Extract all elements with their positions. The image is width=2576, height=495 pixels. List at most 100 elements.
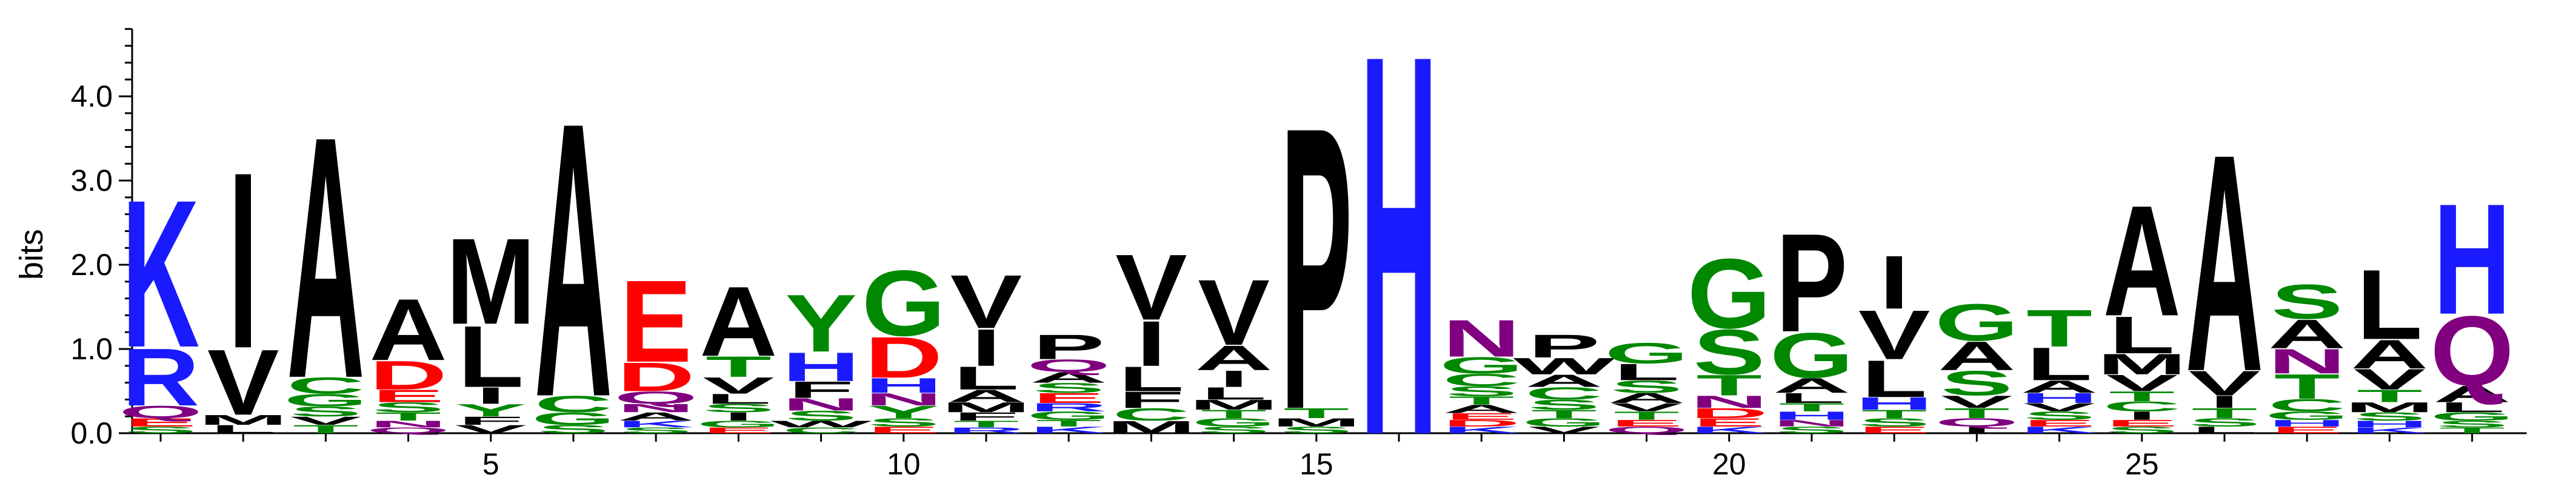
residue-T-pos-17: T xyxy=(1449,394,1515,407)
residue-F-pos-9: F xyxy=(788,377,854,403)
residue-G-pos-3: G xyxy=(284,390,367,410)
residue-S-pos-29: S xyxy=(2436,419,2508,429)
residue-D-pos-4: D xyxy=(369,353,447,398)
residue-N-pos-7: N xyxy=(617,402,695,415)
residue-M-pos-2: M xyxy=(198,412,288,428)
residue-T-pos-15: T xyxy=(1284,405,1350,421)
residue-S-pos-17: S xyxy=(1446,384,1518,399)
residue-V-pos-26: V xyxy=(2189,364,2261,403)
residue-G-pos-10: G xyxy=(862,251,946,356)
residue-G-pos-18: G xyxy=(1522,416,1606,429)
x-tick-label: 25 xyxy=(2125,447,2159,481)
residue-E-pos-4: E xyxy=(372,386,444,405)
residue-G-pos-6: G xyxy=(532,409,615,428)
residue-I-pos-8: I xyxy=(724,410,753,424)
residue-M-pos-25: M xyxy=(2097,348,2187,380)
residue-T-pos-8: T xyxy=(706,350,772,383)
residue-K-pos-20: K xyxy=(1690,425,1768,435)
residue-D-pos-7: D xyxy=(617,354,695,400)
residue-I-pos-26: I xyxy=(2209,392,2239,411)
residue-D-pos-10: D xyxy=(865,325,943,390)
residue-H-pos-21: H xyxy=(1773,409,1850,422)
residue-A-pos-26: A xyxy=(2186,90,2263,437)
residue-N-pos-17: N xyxy=(1443,309,1520,368)
residue-G-pos-21: G xyxy=(1770,320,1854,392)
y-tick-label: 2.0 xyxy=(70,248,113,282)
residue-L-pos-28: L xyxy=(2357,250,2423,360)
residue-A-pos-24: A xyxy=(2020,377,2098,396)
residue-L-pos-25: L xyxy=(2109,305,2175,364)
residue-N-pos-4: N xyxy=(369,419,447,429)
residue-S-pos-7: S xyxy=(620,426,692,435)
residue-C-pos-9: C xyxy=(782,426,859,435)
residue-K-pos-7: K xyxy=(617,419,695,429)
residue-T-pos-22: T xyxy=(1861,408,1927,421)
residue-S-pos-25: S xyxy=(2106,425,2178,435)
residue-D-pos-20: D xyxy=(1690,405,1768,421)
residue-H-pos-28: H xyxy=(2351,419,2428,429)
residue-N-pos-21: N xyxy=(1773,418,1850,428)
residue-C-pos-13: C xyxy=(1112,405,1190,424)
residue-Q-pos-19: Q xyxy=(1604,425,1688,435)
residue-F-pos-13: F xyxy=(1118,387,1184,413)
x-tick-label: 20 xyxy=(1712,447,1746,481)
residue-V-pos-11: V xyxy=(950,259,1023,344)
residue-S-pos-19: S xyxy=(1610,377,1683,396)
residue-I-pos-2: I xyxy=(229,120,258,401)
residue-N-pos-9: N xyxy=(782,394,859,414)
residue-L-pos-11: L xyxy=(953,360,1019,396)
residue-V-pos-24: V xyxy=(2023,400,2095,414)
residue-I-pos-23: I xyxy=(1962,425,1992,435)
residue-E-pos-24: E xyxy=(2023,418,2095,428)
residue-A-pos-25: A xyxy=(2103,173,2181,350)
residue-A-pos-18: A xyxy=(1525,371,1603,390)
residue-G-pos-12: G xyxy=(1027,409,1110,422)
residue-E-pos-1: E xyxy=(125,416,197,429)
residue-K-pos-1: K xyxy=(122,156,199,391)
residue-G-pos-29: G xyxy=(2430,410,2514,424)
residue-R-pos-12: R xyxy=(1030,400,1107,414)
residue-E-pos-19: E xyxy=(1610,418,1683,428)
residue-L-pos-22: L xyxy=(1861,349,1927,408)
residue-S-pos-10: S xyxy=(868,416,940,429)
residue-T-pos-28: T xyxy=(2357,386,2423,405)
residue-A-pos-29: A xyxy=(2433,381,2511,407)
residue-V-pos-18: V xyxy=(1528,425,1600,435)
residue-S-pos-1: S xyxy=(125,425,197,435)
residue-Q-pos-23: Q xyxy=(1935,416,2018,429)
residue-Q-pos-29: Q xyxy=(2430,296,2514,407)
residue-H-pos-16: H xyxy=(1360,0,1438,495)
residue-H-pos-27: H xyxy=(2268,418,2346,428)
residue-V-pos-8: V xyxy=(702,373,775,399)
residue-A-pos-23: A xyxy=(1938,333,2015,379)
residue-A-pos-12: A xyxy=(1030,369,1107,386)
residue-S-pos-26: S xyxy=(2189,416,2261,429)
residue-V-pos-22: V xyxy=(1858,296,1930,374)
residue-K-pos-17: K xyxy=(1443,425,1520,435)
residue-L-pos-19: L xyxy=(1613,359,1680,385)
residue-K-pos-28: K xyxy=(2351,426,2428,435)
residue-T-pos-11: T xyxy=(953,419,1019,429)
residue-L-pos-13: L xyxy=(1118,359,1184,399)
residue-N-pos-20: N xyxy=(1690,392,1768,411)
residue-S-pos-28: S xyxy=(2354,410,2426,424)
residue-S-pos-21: S xyxy=(1776,425,1848,435)
residue-H-pos-22: H xyxy=(1855,394,1933,413)
residue-R-pos-1: R xyxy=(122,332,199,424)
residue-M-pos-5: M xyxy=(446,213,536,350)
residue-V-pos-23: V xyxy=(1941,392,2013,411)
residue-E-pos-8: E xyxy=(702,426,775,435)
